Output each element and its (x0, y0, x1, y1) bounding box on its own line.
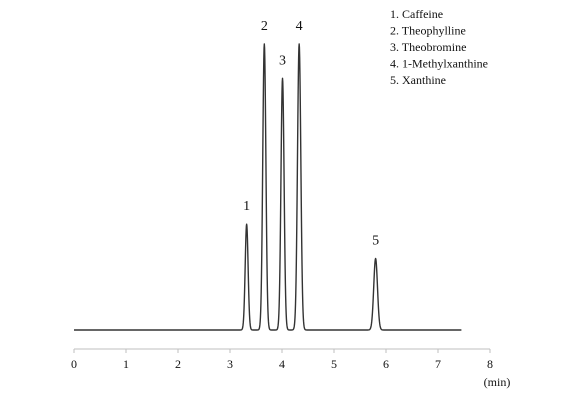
legend-entry-4: 4. 1-Methylxanthine (390, 57, 488, 71)
x-tick-label-8: 8 (487, 357, 493, 371)
peak-label-2: 2 (261, 19, 268, 34)
x-tick-label-5: 5 (331, 357, 337, 371)
x-tick-label-3: 3 (227, 357, 233, 371)
peak-label-1: 1 (243, 199, 250, 214)
x-tick-label-7: 7 (435, 357, 441, 371)
peak-label-3: 3 (279, 53, 286, 68)
legend-entry-3: 3. Theobromine (390, 40, 466, 54)
peak-labels: 1 2 3 4 5 (243, 19, 379, 249)
x-tick-label-6: 6 (383, 357, 389, 371)
x-tick-label-0: 0 (71, 357, 77, 371)
peak-label-5: 5 (372, 234, 379, 249)
chromatogram-trace (73, 43, 462, 331)
x-tick-label-4: 4 (279, 357, 285, 371)
x-axis-unit-label: (min) (484, 375, 511, 389)
x-axis-ticks: 0 1 2 3 4 5 6 7 8 (71, 349, 493, 371)
peak-label-4: 4 (296, 19, 303, 34)
legend-entry-2: 2. Theophylline (390, 24, 466, 38)
legend-entry-5: 5. Xanthine (390, 73, 446, 87)
chart-legend: 1. Caffeine 2. Theophylline 3. Theobromine… (390, 7, 488, 87)
legend-entry-1: 1. Caffeine (390, 7, 443, 21)
x-tick-label-2: 2 (175, 357, 181, 371)
x-tick-label-1: 1 (123, 357, 129, 371)
